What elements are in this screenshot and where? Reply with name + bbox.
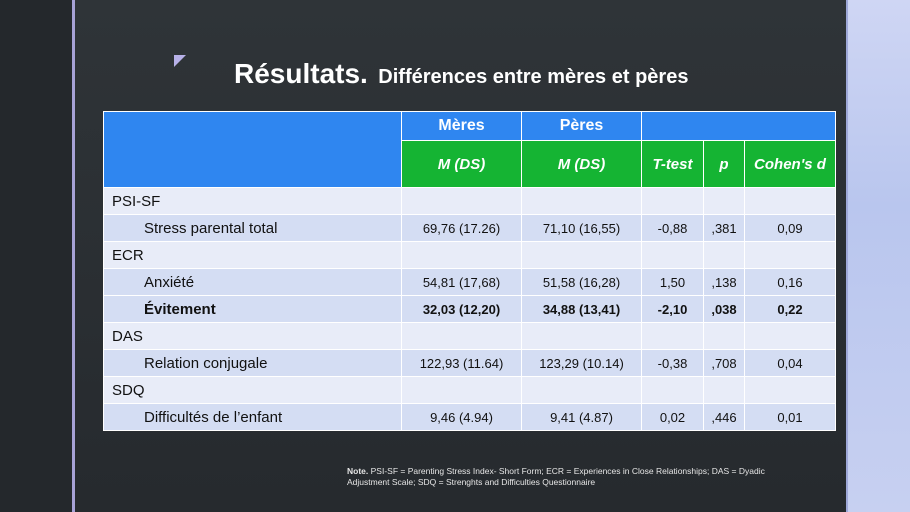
table-cell: -0,38: [641, 349, 704, 377]
table-cell: -2,10: [641, 295, 704, 323]
table-row: DAS: [103, 322, 837, 350]
row-label: DAS: [103, 322, 402, 350]
table-cell: [703, 322, 745, 350]
note-label: Note.: [347, 466, 369, 476]
table-cell: [703, 241, 745, 269]
table-cell: 9,41 (4.87): [521, 403, 642, 431]
group-header-meres: Mères: [401, 111, 522, 141]
column-header-row: M (DS) M (DS) T-test p Cohen's d: [104, 140, 837, 188]
col-header-ttest: T-test: [641, 140, 704, 188]
table-row: ECR: [103, 241, 837, 269]
row-label: ECR: [103, 241, 402, 269]
group-header-row: Mères Pères: [103, 111, 837, 188]
row-label: Stress parental total: [103, 214, 402, 242]
table-cell: [521, 322, 642, 350]
table-cell: [743, 322, 837, 350]
table-cell: [401, 376, 522, 404]
table-cell: 0,09: [743, 214, 837, 242]
table-cell: -0,88: [641, 214, 704, 242]
header-blank-cell: [103, 111, 402, 188]
table-note: Note. PSI-SF = Parenting Stress Index- S…: [347, 466, 807, 488]
slide-title-sub: Différences entre mères et pères: [378, 66, 689, 88]
table-cell: [401, 241, 522, 269]
table-cell: 0,16: [743, 268, 837, 296]
row-label: Évitement: [103, 295, 402, 323]
right-decorative-strip: [848, 0, 910, 512]
left-divider-line: [72, 0, 75, 512]
table-cell: 69,76 (17.26): [401, 214, 522, 242]
results-table: Mères Pères M (DS) M (DS) T-test p Cohen…: [103, 111, 837, 431]
row-label: Difficultés de l’enfant: [103, 403, 402, 431]
table-cell: 122,93 (11.64): [401, 349, 522, 377]
table-cell: 0,22: [743, 295, 837, 323]
table-row: SDQ: [103, 376, 837, 404]
table-cell: [521, 376, 642, 404]
table-cell: [521, 241, 642, 269]
table-cell: ,446: [703, 403, 745, 431]
row-label: Anxiété: [103, 268, 402, 296]
note-text: PSI-SF = Parenting Stress Index- Short F…: [347, 466, 765, 487]
table-cell: ,381: [703, 214, 745, 242]
table-row: Évitement 32,03 (12,20) 34,88 (13,41) -2,10…: [103, 295, 837, 323]
row-label: PSI-SF: [103, 187, 402, 215]
table-cell: 1,50: [641, 268, 704, 296]
table-row: Relation conjugale 122,93 (11.64) 123,29 (…: [103, 349, 837, 377]
slide-title-main: Résultats.: [234, 58, 368, 89]
table-cell: [743, 187, 837, 215]
table-cell: 71,10 (16,55): [521, 214, 642, 242]
table-cell: [703, 187, 745, 215]
group-header-peres: Pères: [521, 111, 642, 141]
table-cell: 123,29 (10.14): [521, 349, 642, 377]
table-cell: [743, 241, 837, 269]
table-cell: [703, 376, 745, 404]
table-cell: [641, 322, 704, 350]
right-divider-line: [846, 0, 848, 512]
row-label: Relation conjugale: [103, 349, 402, 377]
table-cell: [401, 187, 522, 215]
table-cell: [401, 322, 522, 350]
table-cell: 0,04: [743, 349, 837, 377]
table-row: Stress parental total 69,76 (17.26) 71,10 …: [103, 214, 837, 242]
table-cell: [641, 376, 704, 404]
table-cell: 0,02: [641, 403, 704, 431]
table-cell: 32,03 (12,20): [401, 295, 522, 323]
table-row: Anxiété 54,81 (17,68) 51,58 (16,28) 1,50,13…: [103, 268, 837, 296]
col-header-meres-mds: M (DS): [401, 140, 522, 188]
table-cell: [521, 187, 642, 215]
slide-title: Résultats. Différences entre mères et pè…: [234, 58, 688, 90]
row-label: SDQ: [103, 376, 402, 404]
table-cell: ,708: [703, 349, 745, 377]
table-row: Difficultés de l’enfant 9,46 (4.94) 9,41 (…: [103, 403, 837, 431]
table-cell: [641, 241, 704, 269]
table-cell: [641, 187, 704, 215]
col-header-p: p: [703, 140, 745, 188]
table-cell: 54,81 (17,68): [401, 268, 522, 296]
table-cell: ,038: [703, 295, 745, 323]
table-cell: 51,58 (16,28): [521, 268, 642, 296]
group-header-blank: [640, 111, 837, 141]
table-cell: 34,88 (13,41): [521, 295, 642, 323]
table-cell: [743, 376, 837, 404]
corner-triangle-icon: [174, 55, 186, 67]
table-cell: 0,01: [743, 403, 837, 431]
table-row: PSI-SF: [103, 187, 837, 215]
table-cell: ,138: [703, 268, 745, 296]
left-panel: [0, 0, 72, 512]
col-header-peres-mds: M (DS): [521, 140, 642, 188]
col-header-cohens-d: Cohen's d: [743, 140, 837, 188]
table-cell: 9,46 (4.94): [401, 403, 522, 431]
